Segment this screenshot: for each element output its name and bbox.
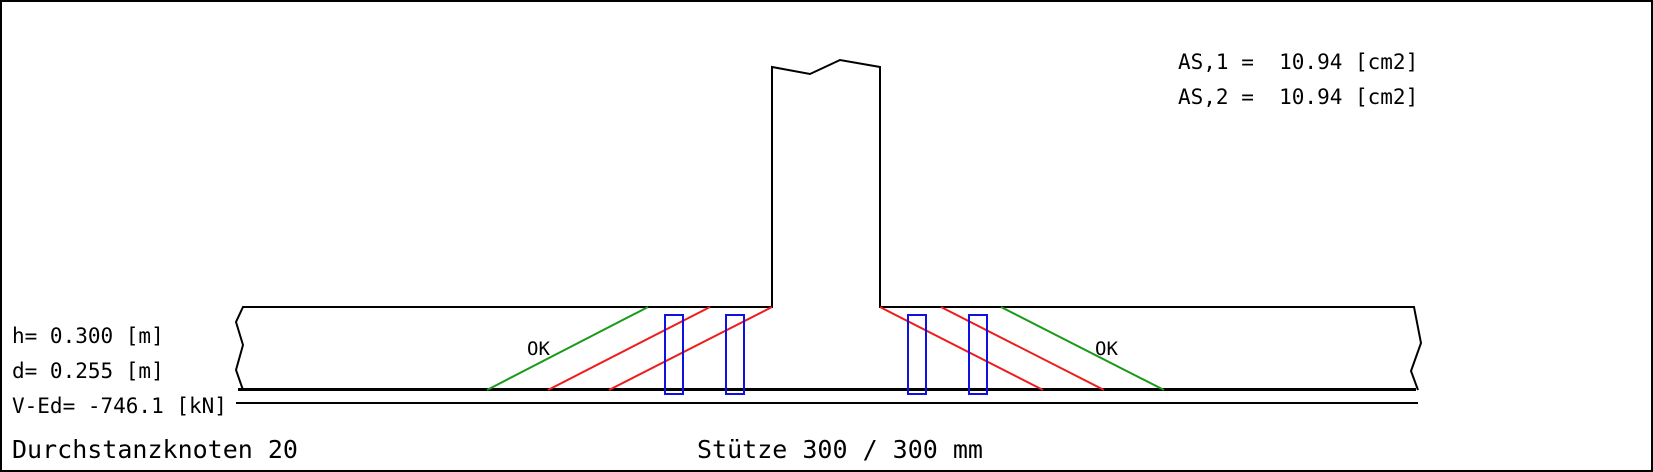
diagram-title: Durchstanzknoten 20 [12,435,298,464]
stirrup [664,314,684,395]
shear-crack-ok-left [486,306,649,391]
check-label-left: OK [527,338,550,360]
stirrup [725,314,745,395]
shear-crack-failed-left [608,306,773,391]
column-label: Stütze 300 / 300 mm [697,435,983,464]
effective-depth-label: d= 0.255 [m] [12,359,164,383]
as1-label: AS,1 = 10.94 [cm2] [1178,50,1418,74]
shear-crack-failed-right [940,306,1105,391]
shear-crack-ok-right [1000,306,1165,391]
shear-force-label: V-Ed= -746.1 [kN] [12,394,227,418]
as2-label: AS,2 = 10.94 [cm2] [1178,85,1418,109]
height-label: h= 0.300 [m] [12,324,164,348]
stirrup [968,314,988,395]
shear-crack-failed-left [547,306,711,391]
check-label-right: OK [1095,338,1118,360]
slab-and-column-outline [234,58,1423,391]
shear-crack-failed-right [879,306,1044,391]
stirrup [907,314,927,395]
